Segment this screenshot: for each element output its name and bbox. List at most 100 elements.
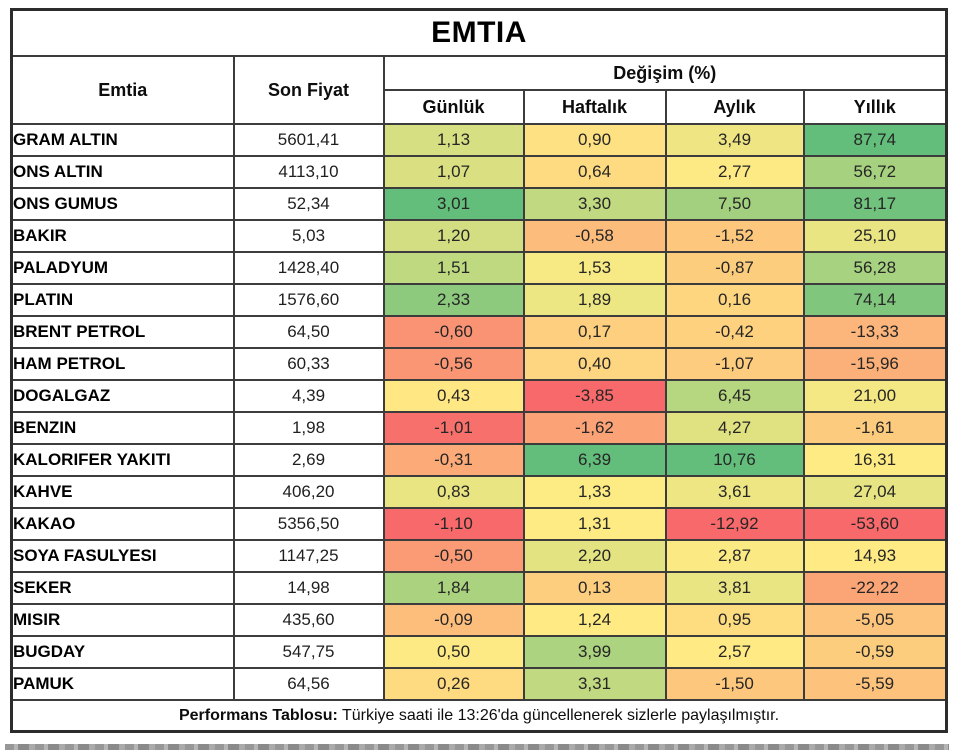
- change-cell-aylik: 2,77: [664, 155, 805, 189]
- last-price-cell: 14,98: [232, 571, 385, 605]
- change-cell-gunluk: -0,56: [382, 347, 525, 381]
- commodity-name-cell: BRENT PETROL: [10, 315, 235, 349]
- change-cell-yillik: 74,14: [802, 283, 948, 317]
- last-price-cell: 1147,25: [232, 539, 385, 573]
- change-cell-gunluk: 1,20: [382, 219, 525, 253]
- change-cell-haftalik: 1,31: [522, 507, 667, 541]
- last-price-cell: 547,75: [232, 635, 385, 669]
- table-row: PLATIN 1576,60 2,33 1,89 0,16 74,14: [10, 283, 948, 317]
- change-cell-aylik: 10,76: [664, 443, 805, 477]
- change-cell-gunluk: -1,10: [382, 507, 525, 541]
- last-price-cell: 60,33: [232, 347, 385, 381]
- change-cell-aylik: 0,16: [664, 283, 805, 317]
- commodity-name-cell: KAKAO: [10, 507, 235, 541]
- change-cell-yillik: -15,96: [802, 347, 948, 381]
- table-row: GRAM ALTIN 5601,41 1,13 0,90 3,49 87,74: [10, 123, 948, 157]
- commodity-name-cell: BUGDAY: [10, 635, 235, 669]
- change-cell-yillik: 25,10: [802, 219, 948, 253]
- change-cell-haftalik: 3,30: [522, 187, 667, 221]
- commodity-name-cell: BENZIN: [10, 411, 235, 445]
- change-cell-gunluk: 1,84: [382, 571, 525, 605]
- change-cell-aylik: 4,27: [664, 411, 805, 445]
- last-price-cell: 4113,10: [232, 155, 385, 189]
- last-price-cell: 64,56: [232, 667, 385, 701]
- last-price-cell: 5,03: [232, 219, 385, 253]
- footer-note-label: Performans Tablosu:: [178, 706, 338, 724]
- change-cell-haftalik: -1,62: [522, 411, 667, 445]
- commodity-name-cell: ONS ALTIN: [10, 155, 235, 189]
- change-cell-gunluk: -1,01: [382, 411, 525, 445]
- table-row: BRENT PETROL 64,50 -0,60 0,17 -0,42 -13,33: [10, 315, 948, 349]
- change-cell-yillik: 27,04: [802, 475, 948, 509]
- footer-note-text: Türkiye saati ile 13:26'da güncellenerek…: [337, 706, 780, 724]
- change-cell-haftalik: -0,58: [522, 219, 667, 253]
- change-cell-gunluk: 1,07: [382, 155, 525, 189]
- commodity-name-cell: ONS GUMUS: [10, 187, 235, 221]
- col-header-aylik: Aylık: [664, 89, 805, 125]
- last-price-cell: 4,39: [232, 379, 385, 413]
- footer-note: Performans Tablosu: Türkiye saati ile 13…: [10, 699, 948, 733]
- change-cell-aylik: 0,95: [664, 603, 805, 637]
- commodity-name-cell: GRAM ALTIN: [10, 123, 235, 157]
- last-price-cell: 2,69: [232, 443, 385, 477]
- change-cell-aylik: 2,57: [664, 635, 805, 669]
- col-header-haftalik: Haftalık: [522, 89, 667, 125]
- change-cell-yillik: -1,61: [802, 411, 948, 445]
- change-cell-gunluk: 3,01: [382, 187, 525, 221]
- change-cell-aylik: 2,87: [664, 539, 805, 573]
- table-row: SEKER 14,98 1,84 0,13 3,81 -22,22: [10, 571, 948, 605]
- change-cell-aylik: 3,49: [664, 123, 805, 157]
- last-price-cell: 1576,60: [232, 283, 385, 317]
- change-cell-yillik: -22,22: [802, 571, 948, 605]
- change-cell-yillik: 14,93: [802, 539, 948, 573]
- change-cell-haftalik: 1,89: [522, 283, 667, 317]
- last-price-cell: 5356,50: [232, 507, 385, 541]
- change-cell-aylik: 3,61: [664, 475, 805, 509]
- change-cell-aylik: -0,87: [664, 251, 805, 285]
- change-cell-haftalik: 3,99: [522, 635, 667, 669]
- change-cell-aylik: -0,42: [664, 315, 805, 349]
- last-price-cell: 406,20: [232, 475, 385, 509]
- table-row: DOGALGAZ 4,39 0,43 -3,85 6,45 21,00: [10, 379, 948, 413]
- table-title: EMTIA: [10, 8, 948, 57]
- table-row: ONS ALTIN 4113,10 1,07 0,64 2,77 56,72: [10, 155, 948, 189]
- change-cell-haftalik: 0,17: [522, 315, 667, 349]
- change-cell-yillik: -53,60: [802, 507, 948, 541]
- change-cell-gunluk: 1,51: [382, 251, 525, 285]
- change-cell-yillik: 56,72: [802, 155, 948, 189]
- commodity-name-cell: PLATIN: [10, 283, 235, 317]
- commodity-name-cell: SOYA FASULYESI: [10, 539, 235, 573]
- table-row: KALORIFER YAKITI 2,69 -0,31 6,39 10,76 16,31: [10, 443, 948, 477]
- change-cell-yillik: 56,28: [802, 251, 948, 285]
- change-cell-yillik: 21,00: [802, 379, 948, 413]
- last-price-cell: 1,98: [232, 411, 385, 445]
- table-row: BENZIN 1,98 -1,01 -1,62 4,27 -1,61: [10, 411, 948, 445]
- change-cell-gunluk: -0,50: [382, 539, 525, 573]
- change-cell-yillik: -13,33: [802, 315, 948, 349]
- change-cell-gunluk: 0,26: [382, 667, 525, 701]
- change-cell-haftalik: 0,40: [522, 347, 667, 381]
- table-row: BUGDAY 547,75 0,50 3,99 2,57 -0,59: [10, 635, 948, 669]
- last-price-cell: 52,34: [232, 187, 385, 221]
- change-cell-gunluk: -0,31: [382, 443, 525, 477]
- change-cell-gunluk: 0,43: [382, 379, 525, 413]
- change-cell-haftalik: 1,33: [522, 475, 667, 509]
- change-cell-haftalik: 2,20: [522, 539, 667, 573]
- commodity-name-cell: MISIR: [10, 603, 235, 637]
- col-header-degisim: Değişim (%): [382, 55, 948, 91]
- change-cell-haftalik: 1,24: [522, 603, 667, 637]
- change-cell-aylik: -1,50: [664, 667, 805, 701]
- last-price-cell: 64,50: [232, 315, 385, 349]
- table-row: KAHVE 406,20 0,83 1,33 3,61 27,04: [10, 475, 948, 509]
- table-row: HAM PETROL 60,33 -0,56 0,40 -1,07 -15,96: [10, 347, 948, 381]
- change-cell-haftalik: 1,53: [522, 251, 667, 285]
- change-cell-aylik: -1,52: [664, 219, 805, 253]
- commodity-name-cell: SEKER: [10, 571, 235, 605]
- commodity-name-cell: PALADYUM: [10, 251, 235, 285]
- change-cell-haftalik: 0,90: [522, 123, 667, 157]
- change-cell-haftalik: -3,85: [522, 379, 667, 413]
- change-cell-gunluk: 1,13: [382, 123, 525, 157]
- table-row: PAMUK 64,56 0,26 3,31 -1,50 -5,59: [10, 667, 948, 701]
- change-cell-yillik: -0,59: [802, 635, 948, 669]
- commodity-name-cell: BAKIR: [10, 219, 235, 253]
